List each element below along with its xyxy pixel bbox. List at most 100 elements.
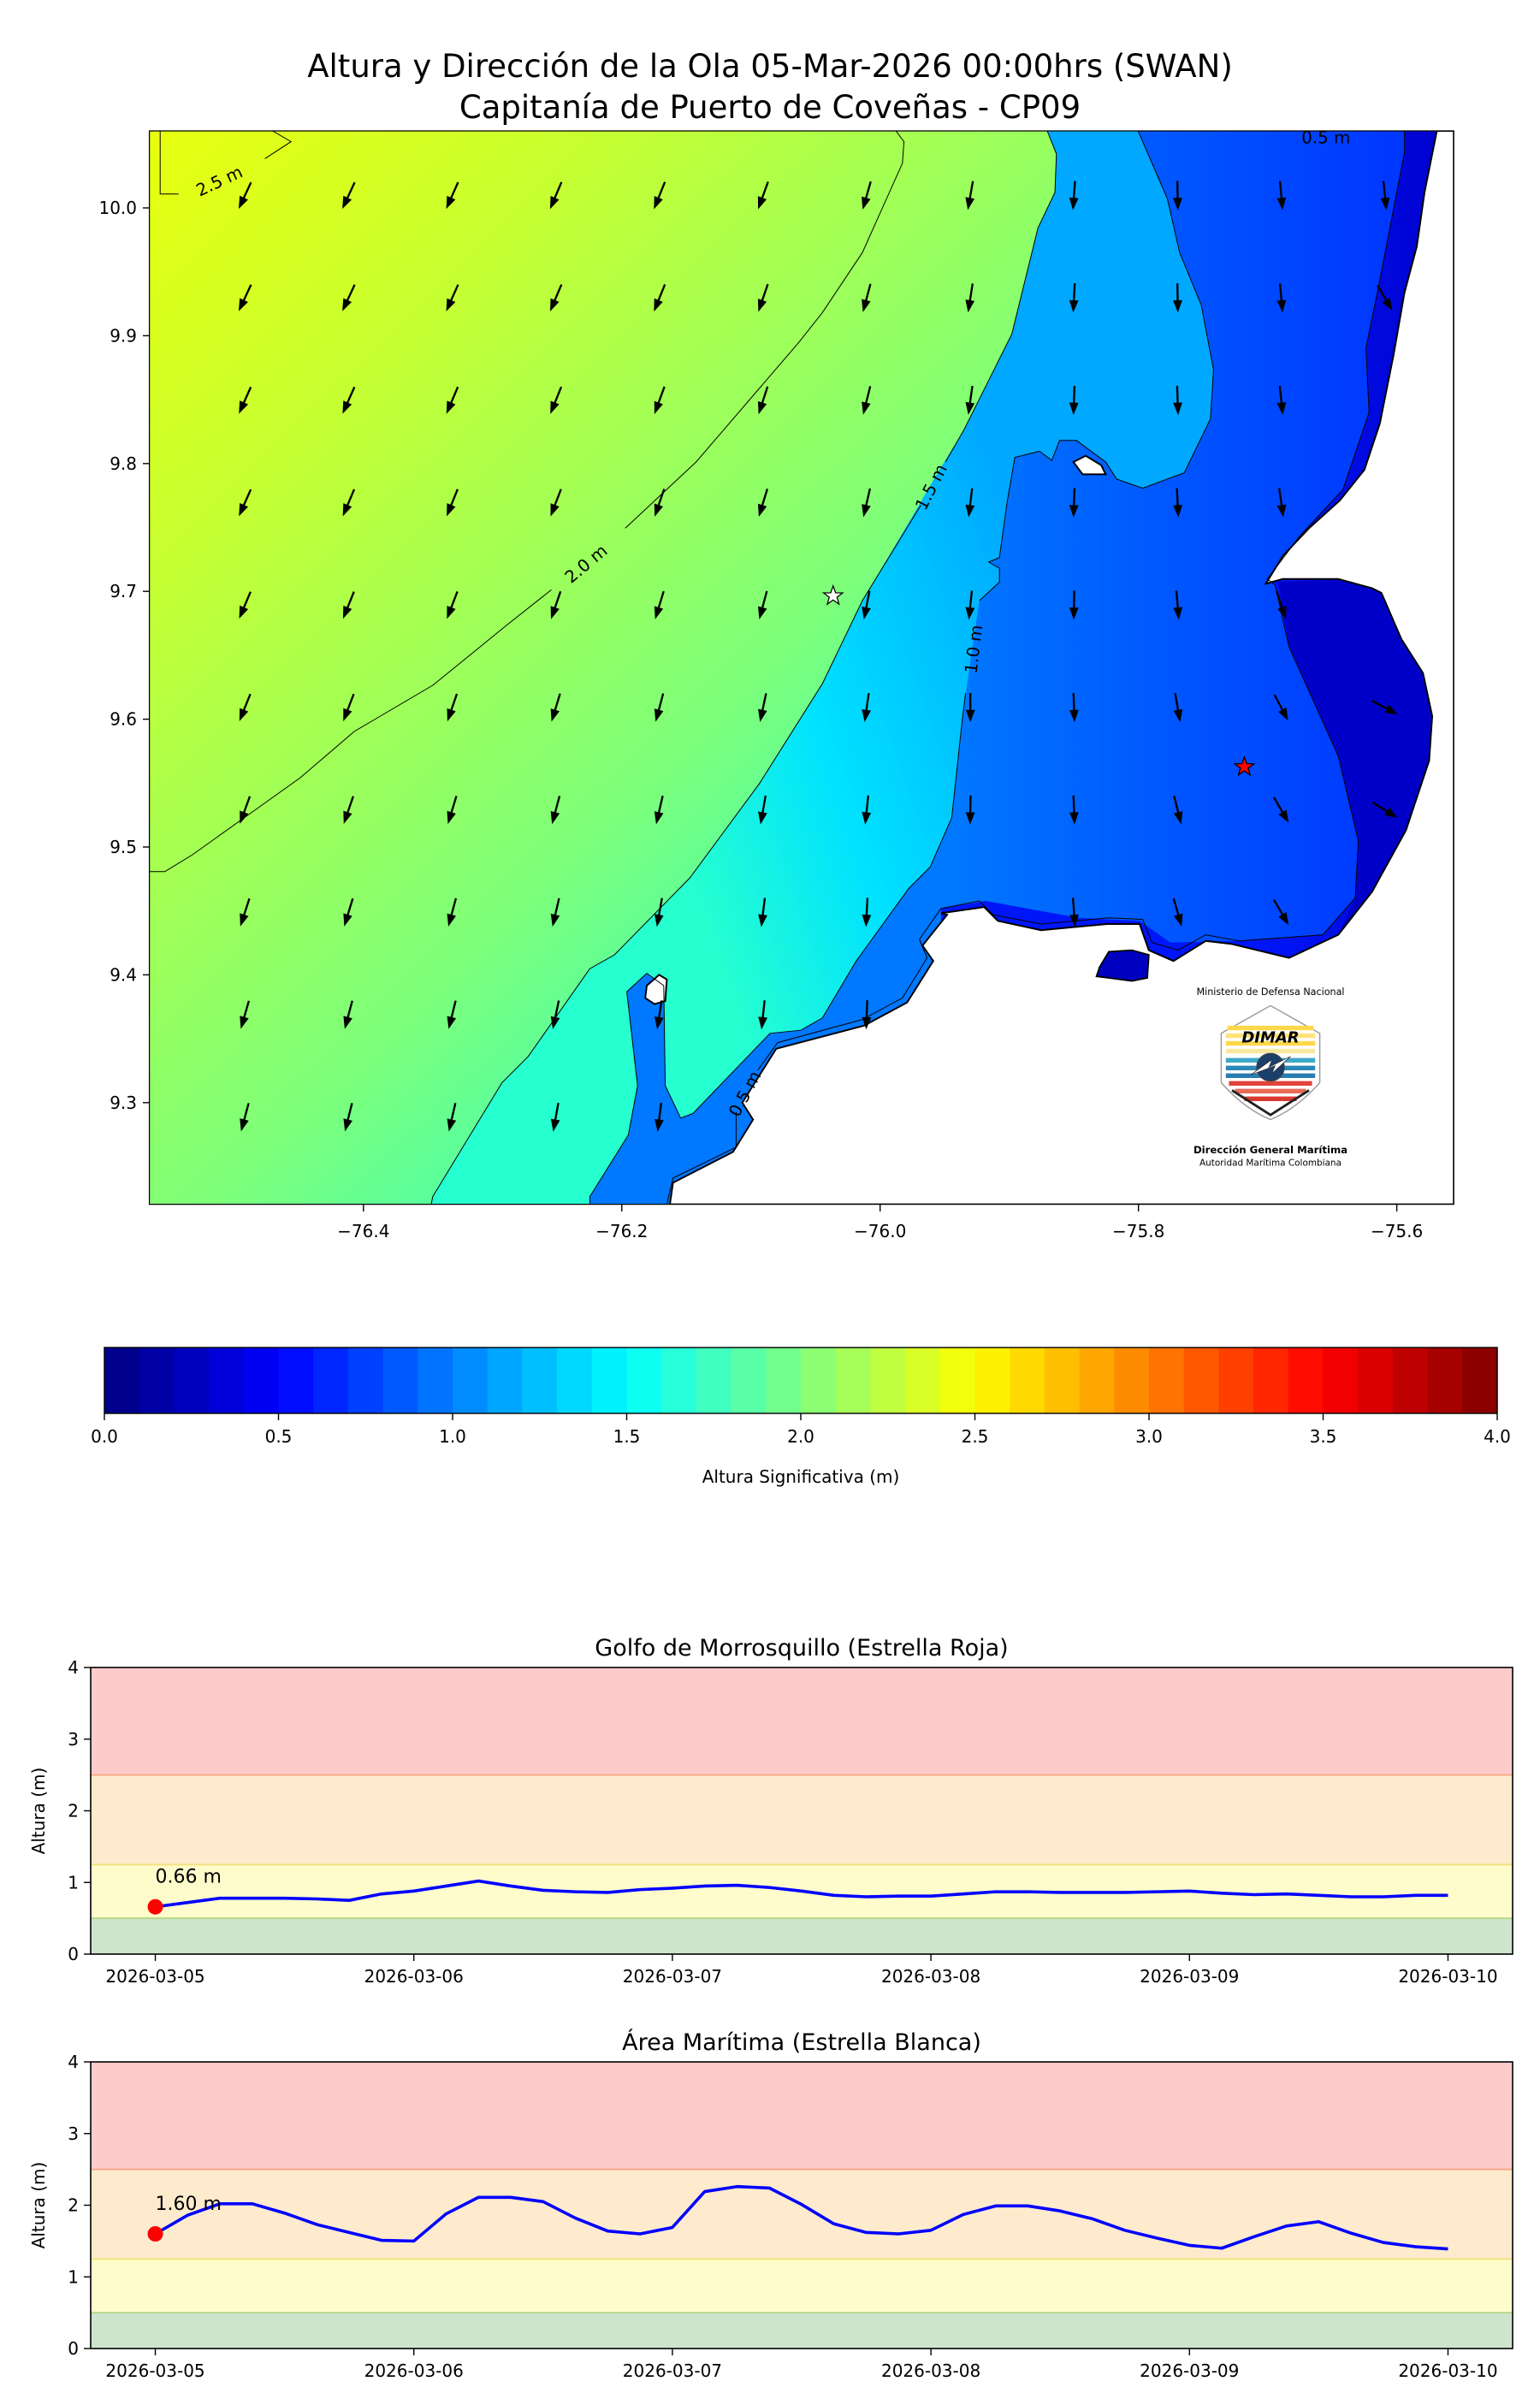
- colorbar-tick-label: 2.5: [962, 1426, 989, 1447]
- colorbar-segment: [1428, 1348, 1463, 1413]
- colorbar-segment: [627, 1348, 662, 1413]
- colorbar-segment: [661, 1348, 696, 1413]
- risk-band: [91, 2259, 1513, 2313]
- x-tick-label: 2026-03-09: [1140, 2360, 1239, 2381]
- colorbar-segment: [696, 1348, 732, 1413]
- colorbar-segment: [313, 1348, 348, 1413]
- x-tick-label: 2026-03-07: [623, 1966, 722, 1987]
- x-tick-label: 2026-03-09: [1140, 1966, 1239, 1987]
- y-tick-label: 4: [68, 1657, 79, 1678]
- colorbar-segment: [1010, 1348, 1045, 1413]
- colorbar-segment: [348, 1348, 383, 1413]
- map-y-tick-label: 9.8: [110, 453, 137, 474]
- colorbar-segment: [836, 1348, 871, 1413]
- map-y-tick-label: 9.5: [110, 837, 137, 857]
- colorbar-segment: [1288, 1348, 1324, 1413]
- colorbar-segment: [279, 1348, 314, 1413]
- colorbar-segment: [1114, 1348, 1149, 1413]
- map-x-tick-label: −76.2: [595, 1221, 648, 1241]
- colorbar-segment: [174, 1348, 209, 1413]
- y-tick-label: 1: [68, 1872, 79, 1893]
- colorbar-segment: [1184, 1348, 1219, 1413]
- colorbar-segment: [1149, 1348, 1184, 1413]
- map-x-tick-label: −76.4: [337, 1221, 389, 1241]
- colorbar-segment: [522, 1348, 557, 1413]
- colorbar-segment: [104, 1348, 139, 1413]
- y-tick-label: 4: [68, 2052, 79, 2072]
- colorbar-tick-label: 4.0: [1484, 1426, 1511, 1447]
- colorbar-segment: [488, 1348, 523, 1413]
- map-y-tick-label: 9.7: [110, 581, 137, 601]
- colorbar-segment: [418, 1348, 453, 1413]
- map-y-tick-label: 9.4: [110, 964, 137, 985]
- colorbar-segment: [975, 1348, 1010, 1413]
- colorbar-tick-label: 2.0: [787, 1426, 814, 1447]
- colorbar-tick-label: 0.0: [91, 1426, 118, 1447]
- colorbar-segment: [940, 1348, 975, 1413]
- colorbar-tick-label: 3.5: [1310, 1426, 1337, 1447]
- risk-band: [91, 2313, 1513, 2349]
- logo-brand: DIMAR: [1241, 1029, 1299, 1047]
- colorbar-segment: [1080, 1348, 1115, 1413]
- y-tick-label: 3: [68, 1729, 79, 1750]
- y-tick-label: 0: [68, 1944, 79, 1964]
- map-y-tick-label: 10.0: [98, 198, 137, 218]
- map-x-tick-label: −75.8: [1112, 1221, 1164, 1241]
- x-tick-label: 2026-03-08: [881, 2360, 980, 2381]
- colorbar-segment: [766, 1348, 801, 1413]
- x-tick-label: 2026-03-06: [364, 2360, 464, 2381]
- figure-title-line1: Altura y Dirección de la Ola 05-Mar-2026…: [307, 48, 1233, 85]
- risk-band: [91, 2062, 1513, 2170]
- risk-band: [91, 1775, 1513, 1865]
- colorbar-segment: [209, 1348, 244, 1413]
- colorbar-segment: [453, 1348, 488, 1413]
- wave-map: 2.5 m 2.0 m 1.5 m 1.0 m 0.5 m 0.5 m Mini…: [150, 127, 1454, 1204]
- current-value-label: 0.66 m: [156, 1867, 222, 1888]
- current-value-label: 1.60 m: [156, 2194, 222, 2215]
- logo-org: Dirección General Marítima: [1194, 1144, 1348, 1156]
- logo-ministry: Ministerio de Defensa Nacional: [1196, 986, 1344, 998]
- risk-band: [91, 2170, 1513, 2260]
- colorbar-segment: [1045, 1348, 1080, 1413]
- colorbar-segment: [1324, 1348, 1359, 1413]
- x-tick-label: 2026-03-08: [881, 1966, 980, 1987]
- map-y-tick-label: 9.3: [110, 1093, 137, 1113]
- x-tick-label: 2026-03-10: [1398, 1966, 1497, 1987]
- colorbar-segment: [870, 1348, 905, 1413]
- y-tick-label: 0: [68, 2338, 79, 2359]
- colorbar-segment: [905, 1348, 940, 1413]
- chart-title: Área Marítima (Estrella Blanca): [622, 2029, 981, 2056]
- risk-band: [91, 1918, 1513, 1954]
- colorbar-tick-label: 3.0: [1135, 1426, 1163, 1447]
- x-tick-label: 2026-03-06: [364, 1966, 464, 1987]
- colorbar-segment: [1393, 1348, 1428, 1413]
- colorbar-tick-label: 0.5: [265, 1426, 293, 1447]
- y-axis-label: Altura (m): [28, 2162, 49, 2249]
- x-tick-label: 2026-03-10: [1398, 2360, 1497, 2381]
- risk-band: [91, 1667, 1513, 1775]
- y-tick-label: 2: [68, 1801, 79, 1821]
- timeseries-chart-golfo: 0 1 2 3 4 2026-03-05 2026-03-06 2026-03-07 2026-…: [28, 1635, 1513, 1987]
- logo-tagline: Autoridad Marítima Colombiana: [1199, 1158, 1342, 1169]
- colorbar-segment: [244, 1348, 279, 1413]
- colorbar-tick-label: 1.5: [613, 1426, 641, 1447]
- colorbar-segment: [592, 1348, 627, 1413]
- colorbar-segment: [557, 1348, 592, 1413]
- colorbar-segment: [1358, 1348, 1393, 1413]
- colorbar-segment: [139, 1348, 175, 1413]
- colorbar-segment: [732, 1348, 767, 1413]
- figure-title-line2: Capitanía de Puerto de Coveñas - CP09: [459, 89, 1081, 126]
- x-tick-label: 2026-03-05: [105, 1966, 204, 1987]
- y-axis-label: Altura (m): [28, 1768, 49, 1855]
- x-tick-label: 2026-03-05: [105, 2360, 204, 2381]
- y-tick-label: 2: [68, 2195, 79, 2216]
- map-x-tick-label: −75.6: [1371, 1221, 1423, 1241]
- x-tick-label: 2026-03-07: [623, 2360, 722, 2381]
- map-y-tick-label: 9.9: [110, 325, 137, 346]
- y-tick-label: 3: [68, 2124, 79, 2144]
- chart-title: Golfo de Morrosquillo (Estrella Roja): [595, 1635, 1008, 1662]
- colorbar-segment: [383, 1348, 418, 1413]
